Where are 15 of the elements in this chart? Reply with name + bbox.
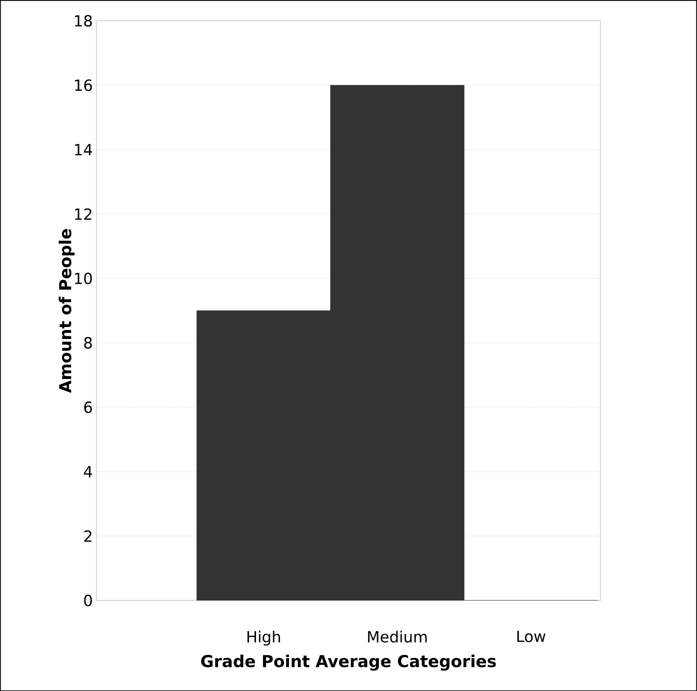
- y-tick-label: 16: [75, 79, 92, 91]
- y-tick-label: 4: [84, 466, 92, 478]
- y-tick-label: 14: [75, 144, 92, 156]
- x-axis-title: Grade Point Average Categories: [201, 654, 496, 671]
- y-axis-title: Amount of People: [58, 228, 75, 393]
- y-tick-label: 18: [75, 14, 92, 27]
- y-tick-label: 6: [84, 401, 92, 413]
- x-tick-label: Medium: [368, 630, 427, 643]
- y-tick-label: 2: [84, 530, 92, 542]
- x-tick-label: Low: [517, 630, 546, 642]
- y-tick-label: 12: [75, 208, 92, 220]
- y-tick-label: 10: [75, 272, 92, 284]
- y-tick-label: 8: [84, 336, 92, 349]
- y-tick-label: 0: [84, 594, 92, 606]
- x-tick-label: High: [247, 630, 280, 646]
